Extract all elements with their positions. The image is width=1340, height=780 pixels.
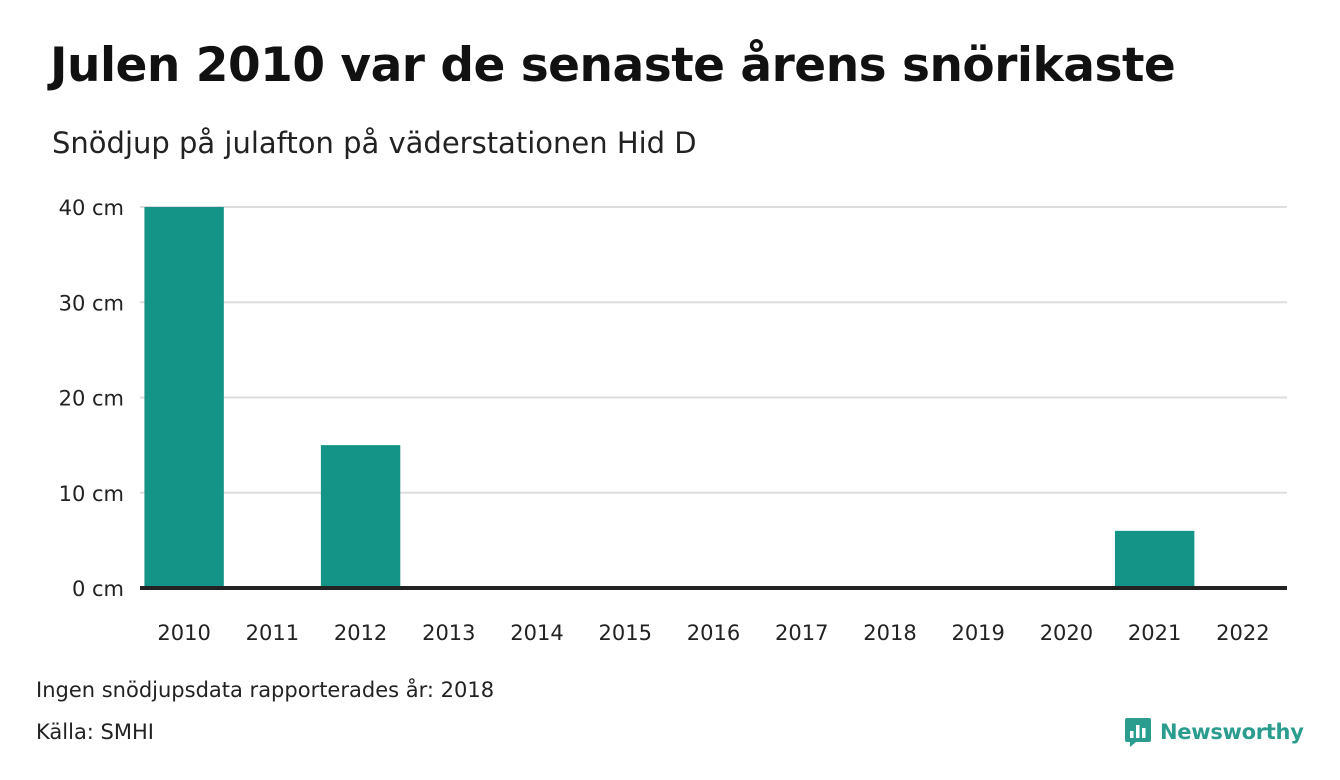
newsworthy-logo-icon — [1125, 718, 1151, 747]
chart-subtitle: Snödjup på julafton på väderstationen Hi… — [52, 126, 697, 160]
y-tick-label: 30 cm — [59, 291, 124, 315]
x-tick-label: 2015 — [599, 621, 652, 645]
y-tick-label: 40 cm — [59, 196, 124, 220]
x-tick-label: 2019 — [951, 621, 1004, 645]
y-tick-label: 20 cm — [59, 387, 124, 411]
bars — [144, 207, 1195, 588]
axes: 0 cm 10 cm 20 cm 30 cm 40 cm 2010 2011 2012 2013… — [59, 196, 1287, 645]
x-tick-label: 2022 — [1216, 621, 1269, 645]
x-tick-label: 2020 — [1040, 621, 1093, 645]
source-label: Källa: SMHI — [36, 720, 154, 744]
y-tick-label: 0 cm — [72, 577, 124, 601]
x-tick-label: 2021 — [1128, 621, 1181, 645]
x-tick-label: 2011 — [246, 621, 299, 645]
brand-name: Newsworthy — [1160, 720, 1304, 744]
gridlines — [140, 206, 1287, 494]
x-tick-label: 2014 — [510, 621, 563, 645]
chart-title: Julen 2010 var de senaste årens snörikas… — [50, 38, 1176, 93]
x-tick-label: 2016 — [687, 621, 740, 645]
x-tick-label: 2010 — [157, 621, 210, 645]
y-tick-label: 10 cm — [59, 482, 124, 506]
bar-2021 — [1114, 530, 1195, 588]
data-note: Ingen snödjupsdata rapporterades år: 201… — [36, 678, 495, 702]
x-tick-label: 2018 — [863, 621, 916, 645]
bar-2012 — [320, 445, 401, 588]
brand-logo: Newsworthy — [1124, 716, 1304, 748]
x-tick-label: 2013 — [422, 621, 475, 645]
x-tick-label: 2017 — [775, 621, 828, 645]
x-tick-label: 2012 — [334, 621, 387, 645]
bar-2010 — [144, 207, 224, 588]
